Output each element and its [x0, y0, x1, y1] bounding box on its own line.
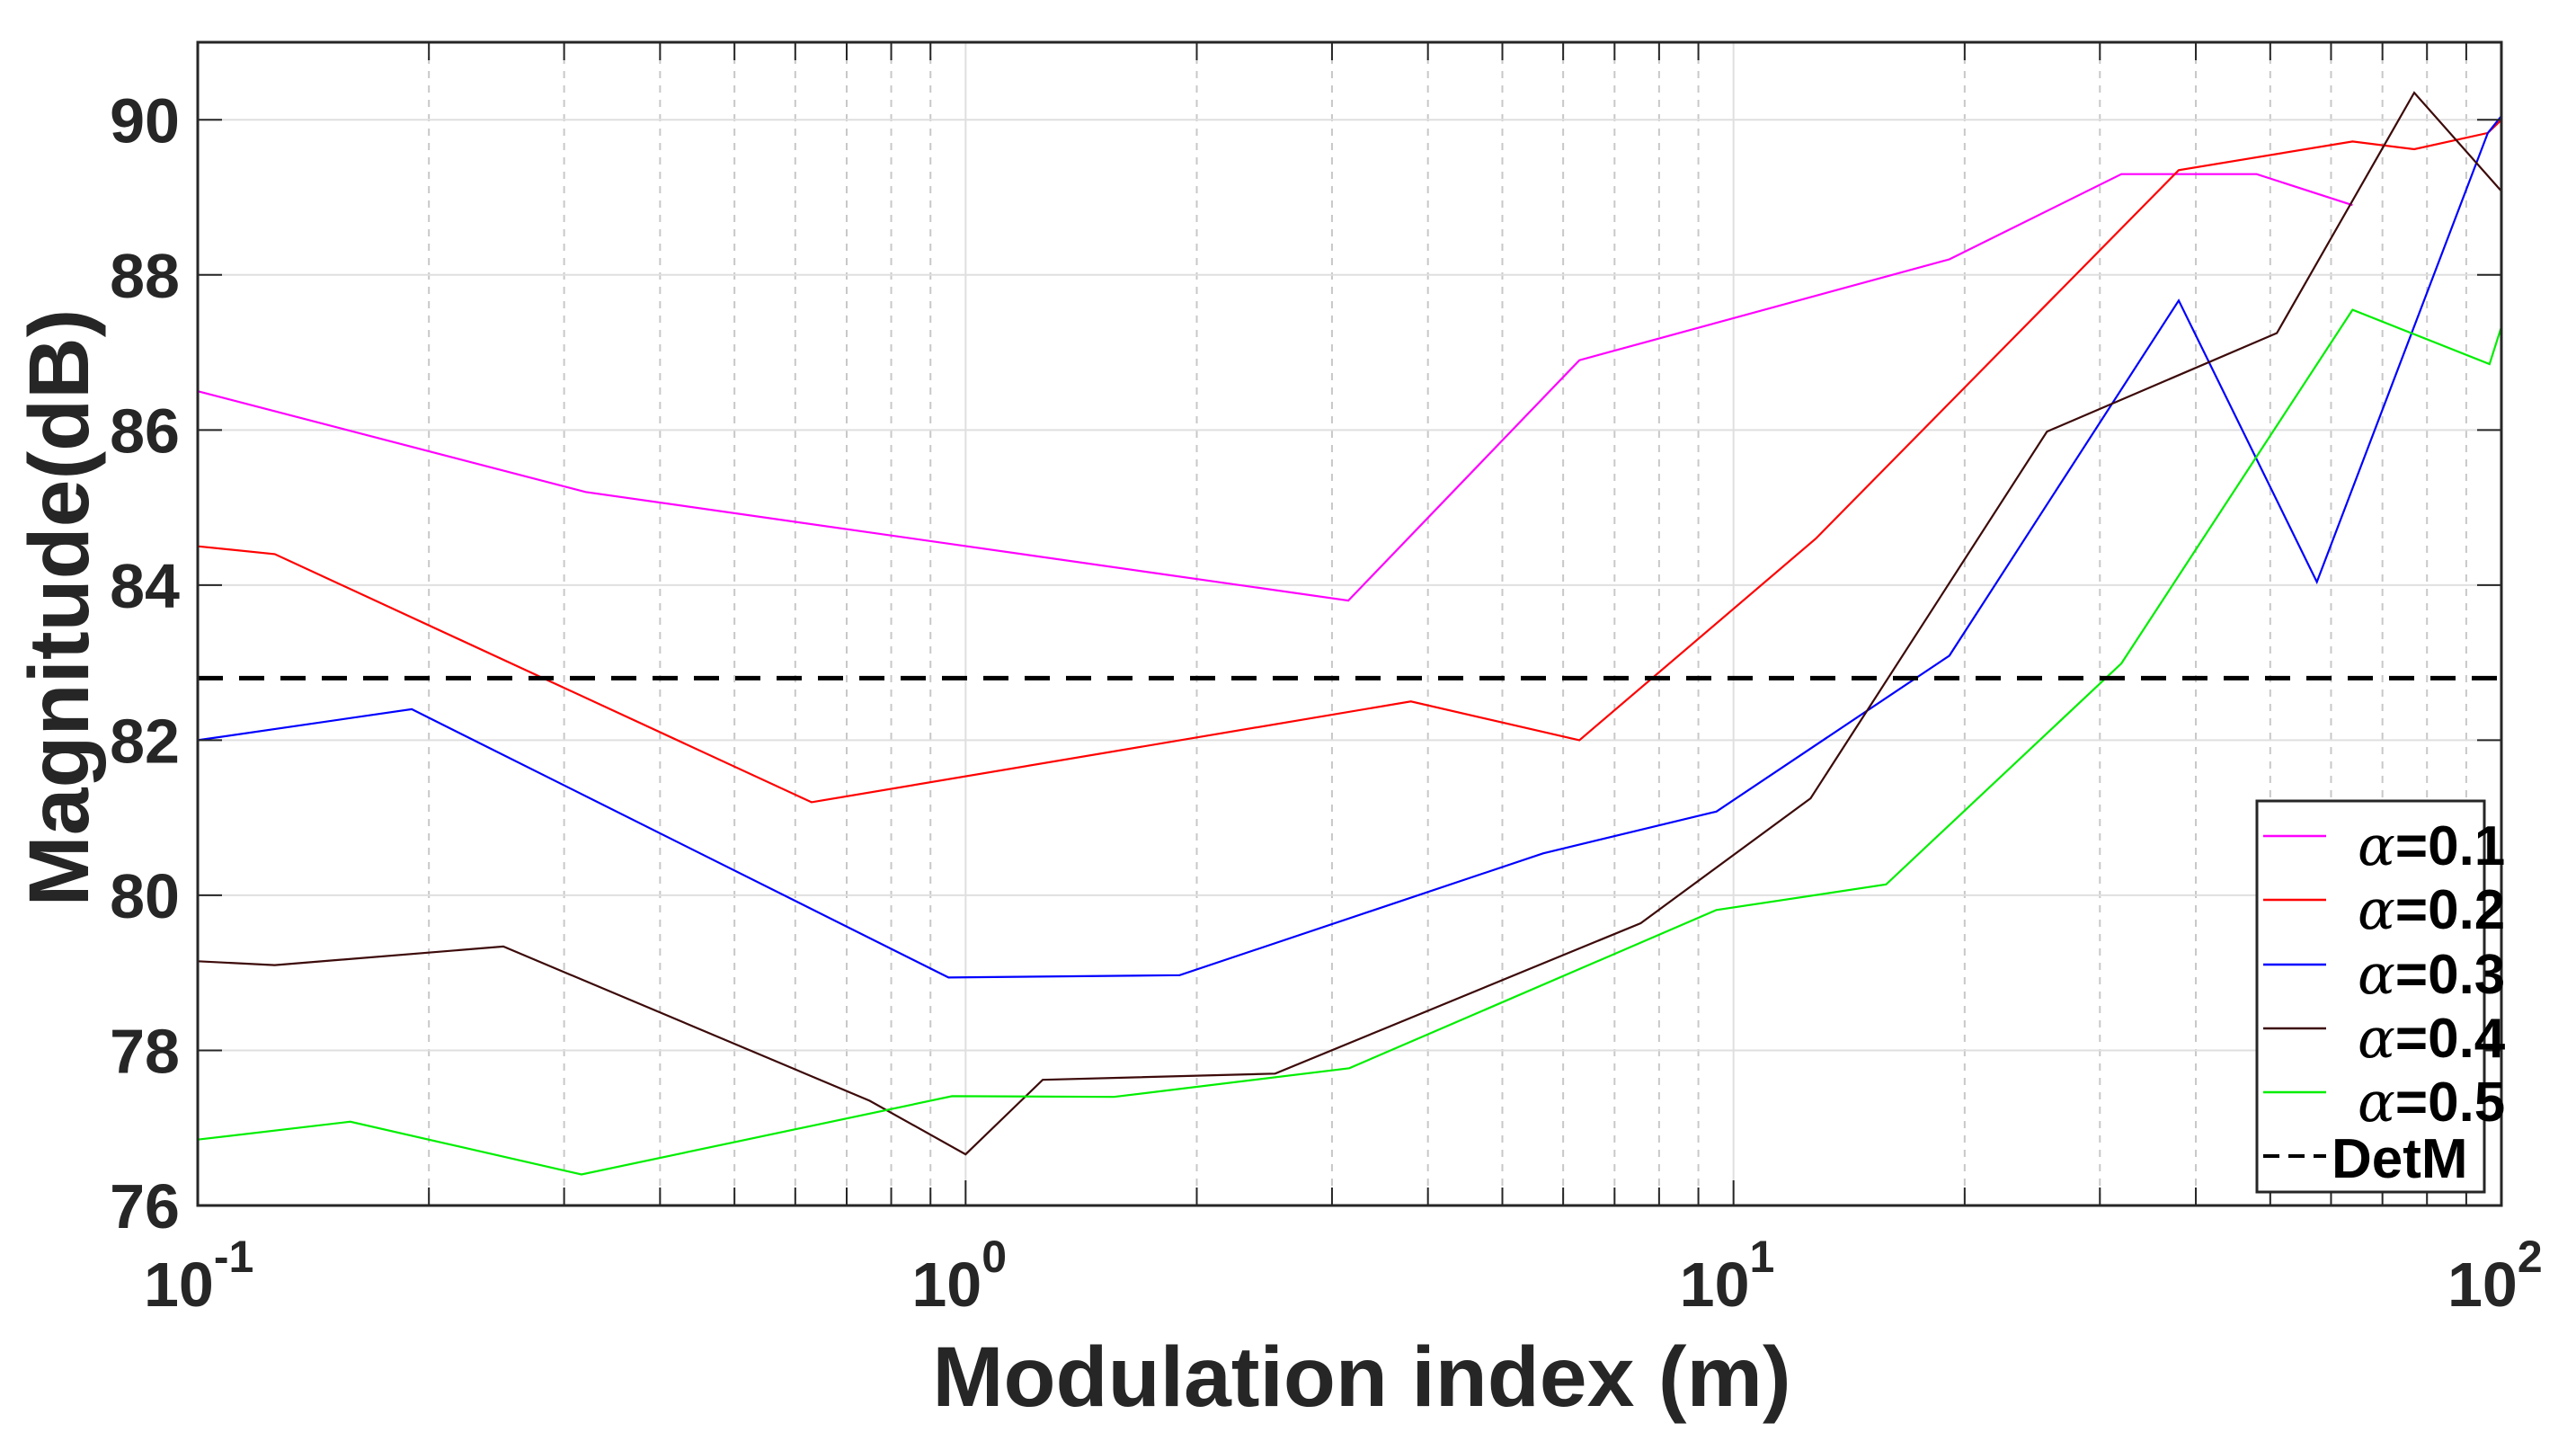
series-line	[197, 173, 2353, 602]
y-tick-label: 76	[110, 1171, 180, 1241]
y-tick-label: 78	[110, 1016, 180, 1086]
series-line	[197, 91, 2502, 1156]
legend-entry-label: α=0.3	[2358, 941, 2505, 1007]
y-tick-label: 80	[110, 861, 180, 931]
series-line	[197, 119, 2502, 804]
y-tick-label: 90	[110, 85, 180, 156]
y-tick-label: 84	[110, 551, 180, 621]
x-axis-label: Modulation index (m)	[932, 1330, 1790, 1425]
y-tick-label: 86	[110, 396, 180, 466]
legend-box	[2255, 799, 2486, 1194]
legend-entry-label: DetM	[2332, 1128, 2468, 1190]
y-axis-label: Magnitude(dB)	[12, 309, 107, 907]
series-lines	[197, 91, 2503, 1176]
series-line	[197, 115, 2502, 979]
y-tick-label: 82	[110, 706, 180, 776]
plot-area-border	[196, 40, 2503, 1207]
legend-entry-label: α=0.2	[2358, 876, 2505, 942]
y-tick-label: 88	[110, 241, 180, 311]
legend-entry-label: α=0.1	[2358, 813, 2505, 878]
legend-entry-label: α=0.4	[2358, 1005, 2506, 1071]
series-line	[197, 308, 2503, 1176]
legend-entry-label: α=0.5	[2358, 1069, 2505, 1134]
axes	[196, 40, 2503, 1207]
